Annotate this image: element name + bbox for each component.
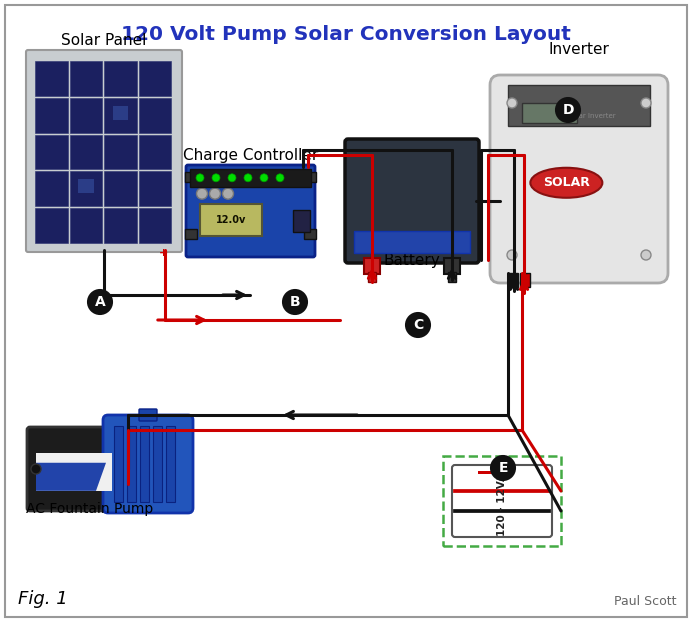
Bar xyxy=(104,61,136,96)
Bar xyxy=(35,208,68,243)
Circle shape xyxy=(244,174,252,182)
Bar xyxy=(138,98,171,132)
Bar xyxy=(354,231,470,253)
Text: D: D xyxy=(562,103,574,117)
Bar xyxy=(104,172,136,207)
Circle shape xyxy=(31,464,41,474)
Bar xyxy=(69,61,102,96)
Bar xyxy=(448,272,456,282)
Bar xyxy=(443,456,561,546)
Circle shape xyxy=(556,98,580,122)
FancyBboxPatch shape xyxy=(27,427,121,511)
Bar xyxy=(35,134,68,169)
Bar xyxy=(69,172,102,207)
Bar xyxy=(69,134,102,169)
Bar xyxy=(508,273,518,287)
Bar xyxy=(508,85,650,126)
Bar xyxy=(293,210,310,231)
Bar xyxy=(138,172,171,207)
Text: Paul Scott: Paul Scott xyxy=(614,595,676,608)
Text: AC Fountain Pump: AC Fountain Pump xyxy=(26,502,154,516)
Text: +: + xyxy=(158,248,167,258)
Bar xyxy=(444,258,460,274)
Bar xyxy=(104,134,136,169)
Bar xyxy=(368,272,376,282)
Bar xyxy=(127,426,136,502)
Bar xyxy=(185,172,197,182)
FancyBboxPatch shape xyxy=(26,50,182,252)
Circle shape xyxy=(223,188,233,199)
Text: 120 Volt Pump Solar Conversion Layout: 120 Volt Pump Solar Conversion Layout xyxy=(121,25,571,44)
Bar xyxy=(78,179,93,193)
FancyBboxPatch shape xyxy=(345,139,479,263)
Bar xyxy=(304,229,316,239)
Text: E: E xyxy=(498,461,508,475)
Bar xyxy=(104,208,136,243)
Bar xyxy=(113,106,128,119)
Bar xyxy=(185,229,197,239)
Text: 12.0v: 12.0v xyxy=(216,215,246,225)
Bar xyxy=(200,204,262,236)
Circle shape xyxy=(507,250,517,260)
Text: B: B xyxy=(290,295,300,309)
Circle shape xyxy=(641,250,651,260)
Bar xyxy=(138,208,171,243)
Bar xyxy=(36,453,112,491)
Bar xyxy=(166,426,175,502)
Bar xyxy=(190,169,311,187)
Circle shape xyxy=(210,188,221,199)
Bar xyxy=(522,103,577,123)
Bar xyxy=(364,258,380,274)
Text: SOLAR: SOLAR xyxy=(543,176,590,189)
Text: Solar Inverter: Solar Inverter xyxy=(568,113,616,119)
Ellipse shape xyxy=(530,168,602,198)
Bar xyxy=(478,471,500,474)
Text: C: C xyxy=(413,318,423,332)
Bar xyxy=(140,426,149,502)
Circle shape xyxy=(228,174,236,182)
Circle shape xyxy=(276,174,284,182)
Bar xyxy=(35,172,68,207)
Text: 120 - 12VAC: 120 - 12VAC xyxy=(497,466,507,536)
Text: Battery: Battery xyxy=(383,253,440,268)
Circle shape xyxy=(641,98,651,108)
Text: Inverter: Inverter xyxy=(549,42,610,57)
Circle shape xyxy=(88,290,112,314)
Bar xyxy=(520,273,530,287)
Circle shape xyxy=(196,174,204,182)
Circle shape xyxy=(491,456,515,480)
FancyBboxPatch shape xyxy=(103,415,193,513)
Circle shape xyxy=(260,174,268,182)
Bar xyxy=(138,61,171,96)
Circle shape xyxy=(507,98,517,108)
FancyBboxPatch shape xyxy=(139,409,157,421)
Text: Solar Panel: Solar Panel xyxy=(62,33,147,48)
Bar xyxy=(35,61,68,96)
FancyBboxPatch shape xyxy=(452,465,552,537)
Bar xyxy=(114,426,123,502)
Text: Charge Controller: Charge Controller xyxy=(183,148,318,163)
Circle shape xyxy=(283,290,307,314)
Bar xyxy=(69,98,102,132)
Circle shape xyxy=(212,174,220,182)
Text: A: A xyxy=(95,295,105,309)
Text: Fig. 1: Fig. 1 xyxy=(18,590,68,608)
Circle shape xyxy=(197,188,208,199)
Bar xyxy=(138,134,171,169)
Bar xyxy=(153,426,162,502)
FancyBboxPatch shape xyxy=(186,165,315,257)
Bar xyxy=(69,208,102,243)
FancyBboxPatch shape xyxy=(490,75,668,283)
Bar xyxy=(35,98,68,132)
Bar xyxy=(304,172,316,182)
Bar xyxy=(104,98,136,132)
Polygon shape xyxy=(36,463,106,491)
Circle shape xyxy=(406,313,430,337)
